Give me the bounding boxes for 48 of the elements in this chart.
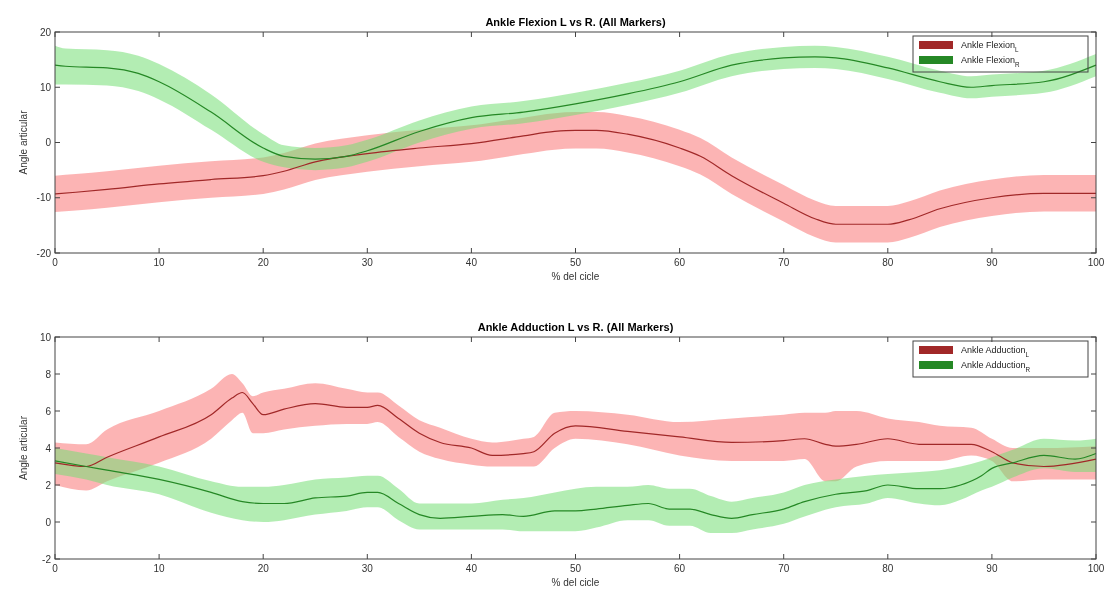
x-tick-label: 100	[1087, 257, 1105, 268]
legend-label: Ankle Flexion$_{L}$	[961, 40, 1020, 53]
y-tick-label: 4	[45, 442, 52, 454]
y-tick-label: 10	[39, 331, 52, 343]
x-tick-label: 50	[569, 563, 582, 574]
y-tick-label: -10	[36, 192, 52, 204]
y-tick-label: 20	[39, 26, 52, 38]
x-tick-label: 10	[153, 257, 166, 268]
x-tick-label: 30	[361, 257, 374, 268]
legend-label: Ankle Flexion$_{R}$	[961, 55, 1021, 68]
x-axis-title: % del cicle	[551, 271, 600, 282]
y-tick-label: 0	[45, 137, 52, 148]
y-tick-label: 6	[45, 405, 52, 417]
x-tick-label: 40	[465, 563, 478, 574]
x-tick-label: 10	[153, 563, 166, 574]
line-series	[54, 56, 1097, 160]
x-tick-label: 0	[52, 257, 59, 268]
chart-title: Ankle Flexion L vs R. (All Markers)	[485, 16, 666, 28]
y-tick-label: 0	[45, 516, 52, 528]
y-tick-label: 2	[45, 479, 52, 491]
line-series	[54, 452, 1097, 519]
x-tick-label: 70	[778, 563, 790, 574]
x-tick-label: 60	[674, 257, 686, 268]
legend-label: Ankle Adduction$_{L}$	[961, 345, 1030, 358]
x-tick-label: 80	[882, 563, 894, 574]
line-series	[54, 129, 1097, 225]
line-series	[54, 391, 1097, 468]
x-tick-label: 100	[1087, 563, 1105, 574]
y-tick-label: -20	[36, 247, 52, 259]
legend-label: Ankle Adduction$_{R}$	[961, 360, 1031, 373]
y-tick-label: -2	[42, 553, 52, 565]
x-axis-title: % del cicle	[551, 577, 600, 588]
x-tick-label: 40	[465, 257, 478, 268]
y-axis-title: Angle articular	[18, 415, 29, 480]
x-tick-label: 50	[569, 257, 582, 268]
x-tick-label: 80	[882, 257, 894, 268]
x-tick-label: 20	[257, 257, 270, 268]
x-tick-label: 90	[986, 563, 998, 574]
x-tick-label: 0	[52, 563, 59, 574]
x-tick-label: 30	[361, 563, 374, 574]
chart-title: Ankle Adduction L vs R. (All Markers)	[477, 321, 674, 333]
y-axis-title: Angle articular	[18, 109, 29, 175]
x-tick-label: 60	[674, 563, 686, 574]
y-tick-label: 10	[39, 81, 52, 93]
x-tick-label: 90	[986, 257, 998, 268]
y-tick-label: 8	[45, 368, 52, 380]
x-tick-label: 20	[257, 563, 270, 574]
x-tick-label: 70	[778, 257, 790, 268]
